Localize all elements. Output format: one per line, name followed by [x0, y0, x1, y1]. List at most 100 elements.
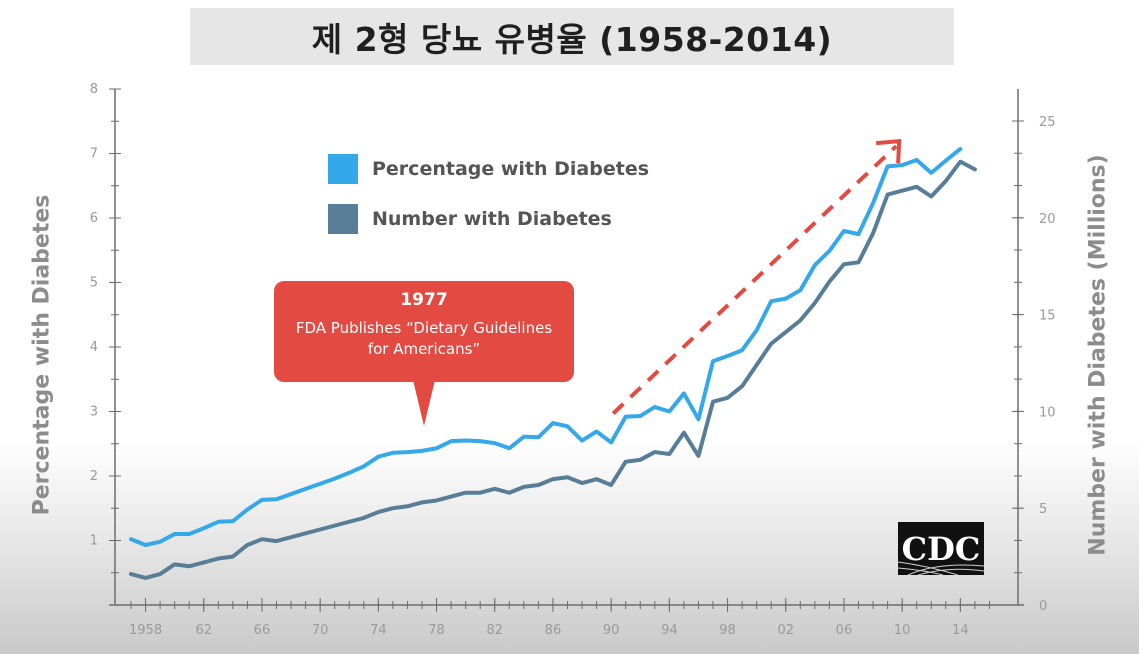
data-point-number: [624, 460, 628, 464]
data-point-number: [638, 458, 642, 462]
data-point-percentage: [289, 492, 293, 496]
data-point-percentage: [304, 487, 308, 491]
left-axis-tick-label: 6: [90, 211, 98, 226]
legend-swatch-percentage: [328, 154, 358, 184]
callout-1977: 1977 FDA Publishes “Dietary Guidelines f…: [274, 281, 574, 382]
data-point-number: [173, 562, 177, 566]
data-point-percentage: [667, 410, 671, 413]
data-point-number: [493, 487, 497, 491]
data-point-number: [653, 450, 657, 454]
x-axis-tick-label: 86: [545, 623, 562, 638]
data-point-number: [871, 231, 875, 235]
data-point-percentage: [507, 446, 511, 450]
data-point-number: [507, 491, 511, 495]
data-point-percentage: [420, 449, 424, 453]
cdc-logo-text: CDC: [901, 529, 981, 568]
chart-title: 제 2형 당뇨 유병율 (1958-2014): [311, 19, 833, 59]
data-point-percentage: [798, 288, 802, 292]
left-axis-tick-label: 8: [90, 82, 98, 97]
data-point-number: [769, 342, 773, 346]
data-point-number: [478, 491, 482, 495]
data-point-percentage: [522, 435, 526, 439]
data-point-number: [318, 527, 322, 531]
data-point-number: [886, 193, 890, 197]
left-axis-tick-label: 3: [90, 405, 98, 420]
data-point-number: [944, 179, 948, 183]
data-point-number: [784, 330, 788, 334]
data-point-number: [202, 560, 206, 564]
right-axis-tick-label: 0: [1039, 599, 1047, 614]
data-point-number: [216, 557, 220, 561]
right-axis-tick-label: 10: [1039, 405, 1056, 420]
data-point-number: [857, 260, 860, 264]
x-axis-tick-label: 98: [719, 623, 736, 638]
data-point-percentage: [333, 477, 337, 481]
data-point-number: [347, 520, 351, 524]
data-point-percentage: [202, 526, 206, 530]
data-point-percentage: [187, 532, 191, 536]
series-line-percentage: [129, 146, 963, 548]
legend-swatch-number: [328, 204, 358, 234]
data-point-percentage: [726, 354, 730, 358]
data-point-number: [449, 495, 453, 499]
callout-year: 1977: [400, 290, 448, 310]
left-axis-tick-label: 1: [90, 534, 98, 549]
x-axis-tick-label: 02: [777, 623, 794, 638]
data-point-percentage: [595, 429, 599, 433]
left-axis-tick-label: 5: [90, 276, 98, 291]
data-point-number: [958, 160, 962, 164]
data-point-percentage: [769, 299, 773, 303]
data-point-number: [333, 524, 337, 528]
legend-item-percentage: Percentage with Diabetes: [328, 153, 649, 185]
legend: Percentage with Diabetes Number with Dia…: [328, 153, 649, 253]
data-point-percentage: [827, 249, 831, 253]
data-point-percentage: [958, 147, 962, 151]
data-point-percentage: [696, 417, 700, 421]
data-point-percentage: [173, 532, 177, 536]
data-point-percentage: [857, 232, 860, 236]
x-axis-tick-label: 14: [952, 623, 969, 638]
data-point-percentage: [900, 163, 904, 167]
data-point-percentage: [129, 537, 133, 541]
data-point-percentage: [493, 441, 497, 445]
data-point-number: [231, 555, 235, 559]
left-axis-tick-label: 2: [90, 469, 98, 484]
data-point-percentage: [580, 439, 584, 443]
data-point-number: [566, 475, 569, 479]
data-point-number: [420, 500, 424, 504]
data-point-number: [275, 539, 278, 543]
data-point-number: [595, 477, 599, 481]
x-axis-tick-label: 94: [661, 623, 678, 638]
data-point-number: [929, 195, 933, 199]
data-point-number: [580, 481, 584, 485]
x-axis-tick-label: 06: [836, 623, 853, 638]
x-axis-tick-label: 70: [312, 623, 329, 638]
x-axis-tick-label: 90: [603, 623, 620, 638]
data-point-number: [435, 498, 439, 502]
right-axis-tick-label: 15: [1039, 309, 1056, 324]
data-point-number: [245, 543, 249, 547]
trend-arrow-line: [611, 144, 898, 415]
data-point-number: [304, 531, 308, 535]
data-point-percentage: [813, 263, 817, 267]
data-point-number: [798, 318, 802, 322]
legend-item-number: Number with Diabetes: [328, 203, 649, 235]
data-point-percentage: [886, 164, 890, 168]
data-point-number: [915, 185, 919, 189]
data-point-number: [667, 452, 671, 456]
x-axis-tick-label: 74: [370, 623, 387, 638]
data-point-percentage: [260, 498, 264, 502]
data-point-percentage: [435, 446, 439, 450]
legend-label-number: Number with Diabetes: [372, 208, 612, 230]
legend-label-percentage: Percentage with Diabetes: [372, 158, 650, 180]
data-point-percentage: [784, 297, 788, 301]
x-axis-tick-label: 10: [894, 623, 911, 638]
data-point-percentage: [536, 435, 540, 439]
data-point-percentage: [216, 520, 220, 524]
data-point-percentage: [362, 464, 366, 468]
data-point-percentage: [638, 414, 642, 418]
data-point-percentage: [376, 455, 380, 459]
data-point-number: [551, 477, 555, 481]
x-axis-tick-label: 62: [195, 623, 212, 638]
data-point-number: [740, 384, 744, 388]
